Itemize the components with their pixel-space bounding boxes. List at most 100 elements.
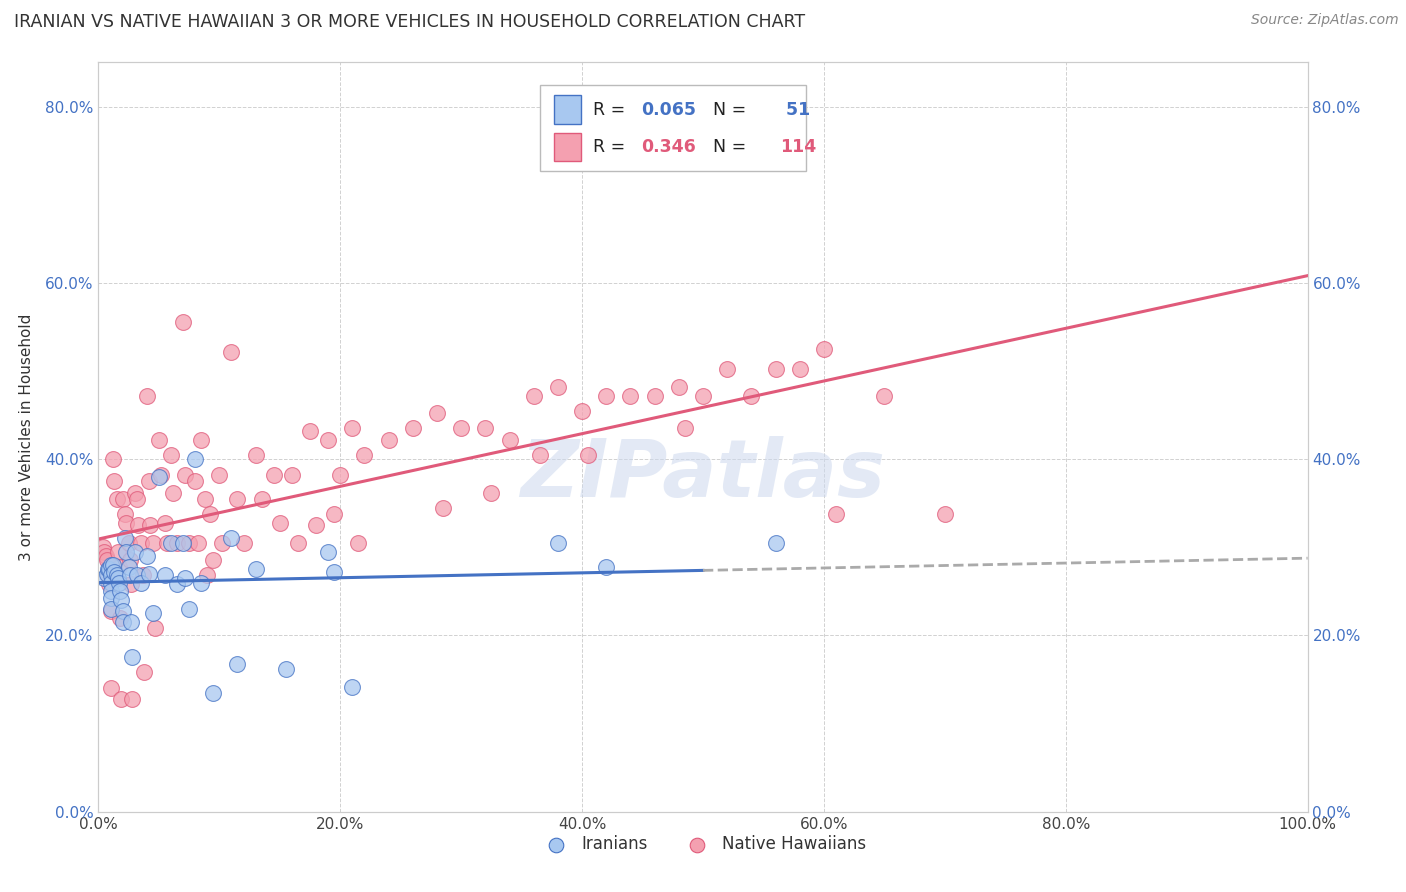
Point [111, 491, 134, 506]
Point [96, 553, 118, 567]
Point [184, 452, 207, 467]
Point [595, 559, 617, 574]
FancyBboxPatch shape [554, 95, 581, 124]
Point [98, 577, 121, 591]
Point [111, 604, 134, 618]
Point [174, 467, 197, 482]
Point [281, 467, 304, 482]
Point [100, 558, 122, 572]
Point [129, 536, 152, 550]
Point [187, 536, 209, 550]
Point [172, 316, 194, 330]
Point [142, 536, 165, 550]
Point [825, 507, 848, 521]
Point [110, 692, 132, 706]
Point [934, 507, 956, 521]
Point [93, 571, 115, 585]
Point [107, 571, 129, 585]
Point [316, 544, 339, 558]
Point [100, 584, 122, 599]
Point [103, 474, 125, 488]
Point [323, 565, 346, 579]
Point [377, 433, 399, 447]
Point [644, 389, 666, 403]
Point [245, 448, 267, 462]
Point [153, 516, 176, 530]
Point [245, 562, 267, 576]
Text: N =: N = [702, 101, 752, 119]
Text: 0.346: 0.346 [641, 138, 696, 156]
Point [142, 607, 165, 621]
Point [547, 380, 569, 394]
Point [114, 532, 136, 546]
Point [498, 433, 520, 447]
Point [124, 544, 146, 558]
Point [269, 516, 291, 530]
Point [342, 421, 364, 435]
Point [172, 536, 194, 550]
Legend: Iranians, Native Hawaiians: Iranians, Native Hawaiians [533, 829, 873, 860]
Point [571, 403, 593, 417]
Point [523, 389, 546, 403]
Point [118, 568, 141, 582]
Y-axis label: 3 or more Vehicles in Household: 3 or more Vehicles in Household [18, 313, 34, 561]
Point [347, 536, 370, 550]
Point [353, 448, 375, 462]
Point [143, 621, 166, 635]
Point [93, 544, 115, 558]
Point [198, 507, 221, 521]
Point [134, 665, 156, 680]
Point [118, 553, 141, 567]
Text: R =: R = [593, 101, 631, 119]
Point [108, 611, 131, 625]
Point [813, 342, 835, 356]
Text: 51: 51 [780, 101, 811, 119]
FancyBboxPatch shape [540, 85, 806, 171]
Point [299, 424, 322, 438]
Point [148, 433, 170, 447]
Point [101, 452, 124, 467]
Point [202, 686, 225, 700]
Point [194, 491, 217, 506]
Point [108, 575, 131, 590]
Point [100, 602, 122, 616]
Point [135, 549, 157, 563]
Point [740, 389, 762, 403]
Point [576, 448, 599, 462]
Point [226, 657, 249, 671]
Point [232, 536, 254, 550]
Point [115, 516, 138, 530]
Point [595, 389, 617, 403]
Point [190, 433, 212, 447]
Point [114, 507, 136, 521]
Point [100, 575, 122, 590]
Point [179, 536, 201, 550]
Point [97, 562, 120, 576]
Point [100, 568, 122, 582]
Point [115, 544, 138, 558]
Point [108, 584, 131, 599]
Point [121, 650, 143, 665]
Point [166, 536, 188, 550]
Point [789, 362, 811, 376]
Point [127, 568, 149, 582]
Point [342, 680, 364, 694]
Point [208, 467, 231, 482]
Text: ZIPatlas: ZIPatlas [520, 435, 886, 514]
Point [111, 615, 134, 630]
Point [190, 575, 212, 590]
FancyBboxPatch shape [554, 133, 581, 161]
Point [474, 421, 496, 435]
Point [250, 491, 273, 506]
Point [329, 467, 352, 482]
Point [150, 467, 173, 482]
Point [100, 681, 122, 696]
Point [221, 532, 243, 546]
Point [120, 577, 142, 591]
Point [323, 507, 346, 521]
Point [195, 568, 218, 582]
Point [160, 448, 183, 462]
Point [94, 549, 117, 563]
Point [179, 602, 201, 616]
Point [105, 568, 128, 582]
